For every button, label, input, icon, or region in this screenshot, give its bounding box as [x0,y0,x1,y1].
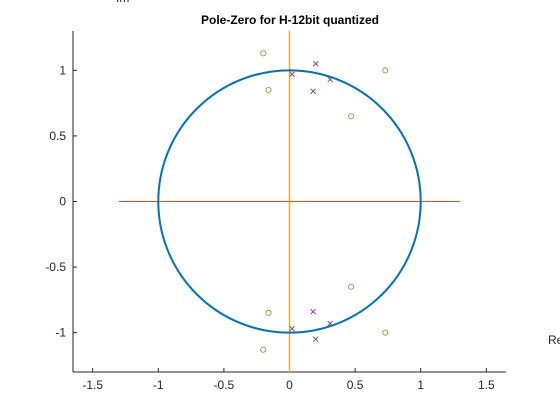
unit-circle [157,69,422,334]
y-tick-label: 1 [59,63,66,77]
x-tick-label: 1 [417,378,424,392]
zero-marker [260,346,267,353]
pole-marker [289,71,295,78]
y-tick-label: 0.5 [49,129,66,143]
zero-marker [260,50,267,57]
x-tick-label: -0.5 [214,378,235,392]
x-axis-label: Re [548,333,560,347]
zero-marker [265,309,272,317]
chart-title: Pole-Zero for H-12bit quantized [201,13,379,27]
pole-marker [327,320,333,327]
pole-marker [289,325,295,332]
x-tick-label: 0 [286,378,293,392]
plot-area: -1.5 -1 -0.5 0 0.5 1 1.5 -1 -0.5 0 0.5 1 [45,31,506,392]
x-tick-label: 1.5 [478,378,495,392]
x-tick-label: -1.5 [82,378,103,392]
x-tick-label: 0.5 [347,378,364,392]
y-tick-label: -1 [55,326,66,340]
zero-marker [348,283,355,290]
pole-marker [310,88,316,95]
y-tick-label: -0.5 [45,260,66,274]
pole-marker [310,308,316,315]
zero-marker [348,113,355,120]
y-tick-label: 0 [59,195,66,209]
pole-marker [312,336,319,343]
zero-marker [382,67,389,74]
x-tick-label: -1 [153,378,164,392]
y-axis-label: Im [116,0,129,5]
pole-marker [312,60,319,67]
pole-marker [327,76,333,83]
zero-marker [382,329,389,336]
zero-marker [265,86,272,94]
